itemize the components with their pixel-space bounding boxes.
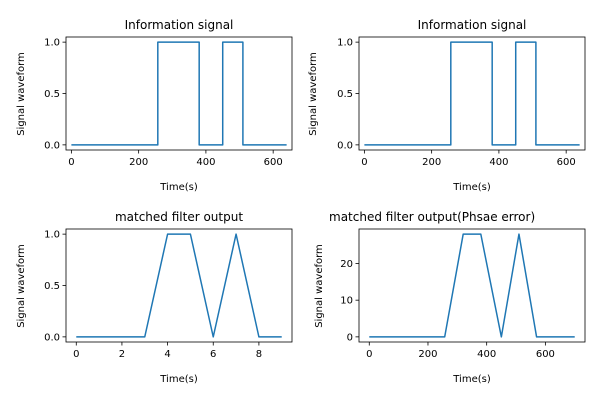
x-tick-labels: 0 200 400 600 [68, 157, 283, 168]
chart-title: matched filter output [115, 210, 243, 224]
x-tick-label: 0 [68, 157, 74, 168]
y-tick-label: 0.0 [44, 140, 60, 151]
x-tick-label: 2 [119, 349, 125, 360]
y-axis-label: Signal waveform [308, 52, 319, 136]
x-tick-label: 0 [73, 349, 79, 360]
x-tick-label: 0 [361, 157, 367, 168]
subplot-matched-filter-output: matched filter output 0 2 4 6 8 0.0 0.5 … [16, 210, 293, 385]
x-axis-label: Time(s) [159, 182, 198, 193]
y-tick-labels: 0 10 20 [340, 259, 353, 343]
x-axis-label: Time(s) [452, 374, 491, 385]
y-axis-label: Signal waveform [314, 244, 325, 328]
series-line [76, 233, 282, 338]
chart-title: Information signal [125, 18, 234, 32]
x-tick-label: 200 [418, 349, 437, 360]
series-line [364, 41, 580, 146]
x-tick-labels: 0 2 4 6 8 [73, 349, 262, 360]
x-tick-labels: 0 200 400 600 [366, 349, 555, 360]
x-tick-label: 0 [366, 349, 372, 360]
y-tick-label: 0.5 [44, 89, 60, 100]
subplot-information-signal-left: Information signal 0 200 400 600 0.0 0.5… [16, 18, 293, 193]
y-tick-label: 1.0 [337, 38, 353, 49]
y-tick-labels: 0.0 0.5 1.0 [44, 38, 60, 152]
y-tick-label: 0.0 [44, 332, 60, 343]
x-tick-label: 400 [489, 157, 508, 168]
x-tick-label: 400 [477, 349, 496, 360]
x-tick-label: 600 [264, 157, 283, 168]
x-tick-labels: 0 200 400 600 [361, 157, 576, 168]
x-tick-label: 4 [164, 349, 170, 360]
chart-title: Information signal [418, 18, 527, 32]
plot-frame [65, 228, 293, 343]
plot-frame [358, 228, 586, 343]
x-tick-label: 600 [536, 349, 555, 360]
y-tick-label: 1.0 [44, 38, 60, 49]
x-tick-label: 200 [422, 157, 441, 168]
y-tick-labels: 0.0 0.5 1.0 [44, 230, 60, 344]
series-line [71, 41, 287, 146]
y-axis-label: Signal waveform [16, 244, 27, 328]
plot-frame [358, 36, 586, 151]
x-tick-label: 200 [129, 157, 148, 168]
y-tick-label: 10 [340, 296, 353, 307]
subplot-information-signal-right: Information signal 0 200 400 600 0.0 0.5… [308, 18, 586, 193]
x-tick-label: 600 [557, 157, 576, 168]
plot-frame [65, 36, 293, 151]
x-axis-label: Time(s) [452, 182, 491, 193]
y-axis-label: Signal waveform [16, 52, 27, 136]
x-tick-label: 8 [256, 349, 262, 360]
y-tick-label: 0 [347, 332, 353, 343]
x-tick-label: 6 [210, 349, 216, 360]
y-tick-label: 1.0 [44, 230, 60, 241]
subplot-matched-filter-output-phase-error: matched filter output(Phsae error) 0 200… [314, 210, 586, 385]
x-axis-label: Time(s) [159, 374, 198, 385]
y-tick-label: 0.5 [44, 281, 60, 292]
chart-title: matched filter output(Phsae error) [329, 210, 535, 224]
x-tick-label: 400 [196, 157, 215, 168]
y-tick-labels: 0.0 0.5 1.0 [337, 38, 353, 152]
y-tick-label: 20 [340, 259, 353, 270]
series-line [369, 233, 575, 338]
y-tick-label: 0.0 [337, 140, 353, 151]
y-tick-label: 0.5 [337, 89, 353, 100]
